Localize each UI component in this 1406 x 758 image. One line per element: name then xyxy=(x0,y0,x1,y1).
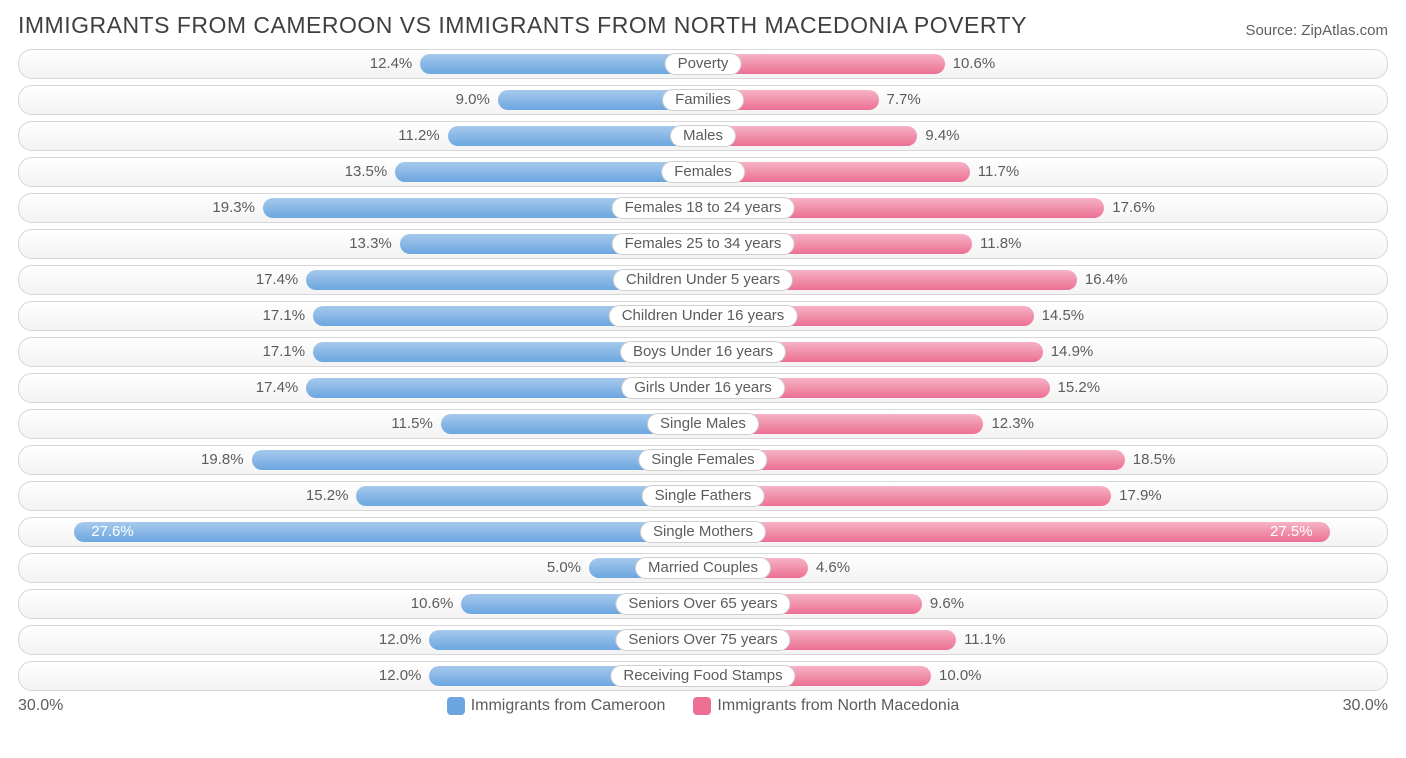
category-label: Families xyxy=(662,89,744,111)
chart-row: 19.8% 18.5% Single Females xyxy=(18,445,1388,475)
chart-row: 11.2% 9.4% Males xyxy=(18,121,1388,151)
value-label-left: 19.3% xyxy=(212,194,255,222)
category-label: Single Males xyxy=(647,413,759,435)
legend-label-left: Immigrants from Cameroon xyxy=(471,697,666,715)
legend-label-right: Immigrants from North Macedonia xyxy=(717,697,959,715)
bar-left xyxy=(252,450,703,470)
value-label-left: 12.0% xyxy=(379,662,422,690)
legend-item-right: Immigrants from North Macedonia xyxy=(693,697,959,715)
category-label: Single Females xyxy=(638,449,767,471)
chart-row: 5.0% 4.6% Married Couples xyxy=(18,553,1388,583)
chart-row: 12.0% 10.0% Receiving Food Stamps xyxy=(18,661,1388,691)
category-label: Married Couples xyxy=(635,557,771,579)
category-label: Girls Under 16 years xyxy=(621,377,785,399)
value-label-right: 16.4% xyxy=(1085,266,1128,294)
value-label-left: 17.4% xyxy=(256,266,299,294)
diverging-bar-chart: 12.4% 10.6% Poverty 9.0% 7.7% Families 11.2% 9.… xyxy=(18,49,1388,691)
chart-row: 12.4% 10.6% Poverty xyxy=(18,49,1388,79)
category-label: Seniors Over 65 years xyxy=(615,593,790,615)
category-label: Males xyxy=(670,125,736,147)
chart-title: IMMIGRANTS FROM CAMEROON VS IMMIGRANTS F… xyxy=(18,12,1027,39)
value-label-left: 17.1% xyxy=(263,302,306,330)
value-label-right: 14.9% xyxy=(1051,338,1094,366)
value-label-right: 14.5% xyxy=(1042,302,1085,330)
chart-row: 9.0% 7.7% Families xyxy=(18,85,1388,115)
value-label-right: 18.5% xyxy=(1133,446,1176,474)
chart-row: 13.5% 11.7% Females xyxy=(18,157,1388,187)
value-label-right: 9.4% xyxy=(925,122,959,150)
chart-row: 17.1% 14.5% Children Under 16 years xyxy=(18,301,1388,331)
chart-row: 17.4% 15.2% Girls Under 16 years xyxy=(18,373,1388,403)
legend-item-left: Immigrants from Cameroon xyxy=(447,697,666,715)
value-label-left: 10.6% xyxy=(411,590,454,618)
chart-row: 27.6% 27.5% Single Mothers xyxy=(18,517,1388,547)
chart-row: 15.2% 17.9% Single Fathers xyxy=(18,481,1388,511)
value-label-right: 12.3% xyxy=(991,410,1034,438)
value-label-right: 15.2% xyxy=(1058,374,1101,402)
value-label-left: 13.5% xyxy=(345,158,388,186)
value-label-right: 10.6% xyxy=(953,50,996,78)
axis-max-right: 30.0% xyxy=(1343,697,1388,715)
category-label: Children Under 16 years xyxy=(609,305,798,327)
legend: Immigrants from Cameroon Immigrants from… xyxy=(447,697,960,715)
bar-left xyxy=(420,54,703,74)
value-label-right: 10.0% xyxy=(939,662,982,690)
value-label-right: 11.1% xyxy=(964,626,1005,654)
chart-row: 13.3% 11.8% Females 25 to 34 years xyxy=(18,229,1388,259)
value-label-right: 17.9% xyxy=(1119,482,1162,510)
value-label-left: 12.4% xyxy=(370,50,413,78)
bar-left xyxy=(448,126,703,146)
category-label: Single Mothers xyxy=(640,521,766,543)
chart-row: 17.4% 16.4% Children Under 5 years xyxy=(18,265,1388,295)
category-label: Single Fathers xyxy=(642,485,765,507)
axis-max-left: 30.0% xyxy=(18,697,63,715)
value-label-right: 11.7% xyxy=(978,158,1019,186)
chart-row: 12.0% 11.1% Seniors Over 75 years xyxy=(18,625,1388,655)
category-label: Children Under 5 years xyxy=(613,269,793,291)
chart-header: IMMIGRANTS FROM CAMEROON VS IMMIGRANTS F… xyxy=(18,12,1388,39)
value-label-left: 12.0% xyxy=(379,626,422,654)
chart-row: 10.6% 9.6% Seniors Over 65 years xyxy=(18,589,1388,619)
category-label: Females 25 to 34 years xyxy=(612,233,795,255)
value-label-left: 17.4% xyxy=(256,374,299,402)
bar-left xyxy=(395,162,703,182)
value-label-left: 27.6% xyxy=(91,518,134,546)
category-label: Females xyxy=(661,161,745,183)
value-label-left: 11.5% xyxy=(391,410,432,438)
bar-right xyxy=(703,522,1330,542)
chart-row: 17.1% 14.9% Boys Under 16 years xyxy=(18,337,1388,367)
chart-source: Source: ZipAtlas.com xyxy=(1245,22,1388,39)
value-label-right: 9.6% xyxy=(930,590,964,618)
value-label-left: 17.1% xyxy=(263,338,306,366)
value-label-left: 19.8% xyxy=(201,446,244,474)
value-label-right: 17.6% xyxy=(1112,194,1155,222)
value-label-left: 5.0% xyxy=(547,554,581,582)
category-label: Poverty xyxy=(665,53,742,75)
category-label: Receiving Food Stamps xyxy=(610,665,795,687)
category-label: Females 18 to 24 years xyxy=(612,197,795,219)
value-label-right: 4.6% xyxy=(816,554,850,582)
chart-row: 19.3% 17.6% Females 18 to 24 years xyxy=(18,193,1388,223)
value-label-left: 15.2% xyxy=(306,482,349,510)
value-label-right: 27.5% xyxy=(1270,518,1313,546)
value-label-left: 9.0% xyxy=(456,86,490,114)
legend-swatch-right xyxy=(693,697,711,715)
legend-swatch-left xyxy=(447,697,465,715)
axis-legend-row: 30.0% Immigrants from Cameroon Immigrant… xyxy=(18,697,1388,715)
value-label-left: 13.3% xyxy=(349,230,392,258)
value-label-right: 11.8% xyxy=(980,230,1021,258)
bar-left xyxy=(74,522,703,542)
category-label: Boys Under 16 years xyxy=(620,341,786,363)
category-label: Seniors Over 75 years xyxy=(615,629,790,651)
value-label-left: 11.2% xyxy=(398,122,439,150)
chart-row: 11.5% 12.3% Single Males xyxy=(18,409,1388,439)
value-label-right: 7.7% xyxy=(887,86,921,114)
